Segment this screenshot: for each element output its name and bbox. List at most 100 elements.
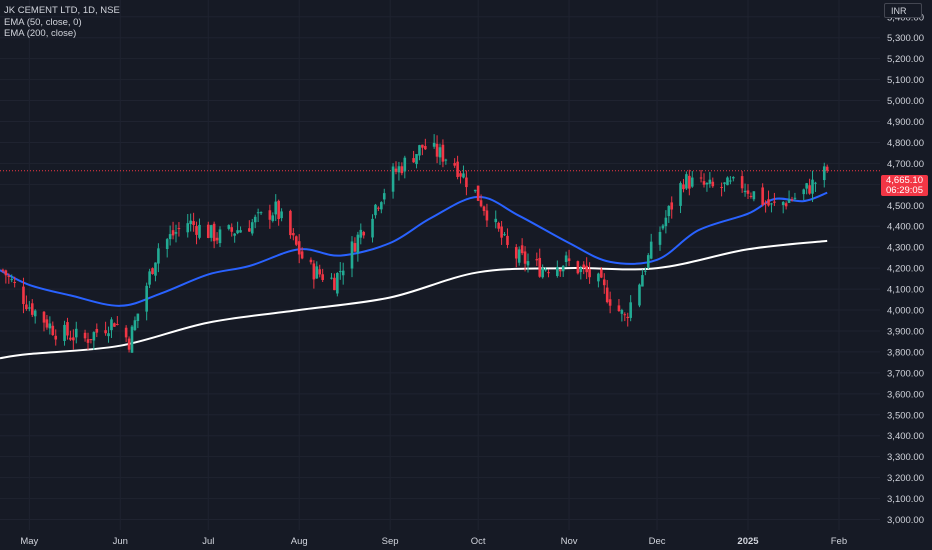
- candle-body: [638, 284, 641, 306]
- candle-body: [341, 270, 345, 276]
- candle-body: [459, 173, 462, 177]
- candle-body: [770, 203, 773, 205]
- candle-body: [165, 239, 169, 249]
- candle-body: [116, 323, 119, 325]
- candle-body: [743, 190, 747, 193]
- candle-body: [359, 229, 363, 238]
- candle-body: [641, 275, 644, 287]
- candle-body: [110, 319, 113, 331]
- price-axis-tick-label: 5,300.00: [887, 33, 924, 44]
- candle-body: [520, 245, 524, 254]
- ema-50-legend-label[interactable]: EMA (50, close, 0): [4, 16, 82, 28]
- candle-body: [825, 166, 829, 171]
- candle-body: [394, 168, 398, 172]
- candle-body: [658, 231, 662, 245]
- candle-body: [215, 237, 219, 241]
- candle-body: [462, 173, 465, 178]
- candle-body: [699, 177, 703, 179]
- candle-body: [230, 227, 234, 232]
- candle-body: [500, 226, 503, 238]
- candle-body: [623, 314, 627, 316]
- candle-body: [465, 177, 468, 188]
- candle-body: [711, 181, 715, 187]
- ema-50-layer: [0, 191, 828, 307]
- candle-body: [453, 163, 456, 166]
- candle-body: [154, 262, 157, 276]
- candle-body: [318, 269, 322, 275]
- candle-body: [186, 223, 190, 233]
- candle-body: [726, 177, 729, 186]
- candle-body: [473, 189, 477, 192]
- candle-body: [438, 147, 442, 158]
- price-axis-tick-label: 4,200.00: [887, 264, 924, 275]
- candle-body: [822, 166, 826, 181]
- candle-body: [506, 235, 509, 245]
- candle-body: [732, 177, 735, 179]
- time-axis[interactable]: May Jun Jul Aug Sep Oct Nov Dec 2025 Feb: [20, 536, 847, 547]
- candle-body: [333, 277, 336, 291]
- candle-body: [86, 339, 90, 343]
- candle-body: [374, 204, 377, 216]
- price-axis-tick-label: 3,500.00: [887, 410, 924, 421]
- candle-body: [811, 179, 814, 194]
- time-axis-tick-label: Sep: [382, 536, 399, 547]
- candle-body: [752, 191, 756, 200]
- candle-body: [218, 229, 222, 244]
- price-axis-tick-label: 4,700.00: [887, 159, 924, 170]
- candle-body: [708, 179, 712, 184]
- candle-body: [28, 307, 31, 309]
- candle-body: [239, 230, 242, 233]
- candle-body: [690, 177, 694, 187]
- candle-body: [661, 225, 665, 229]
- time-axis-tick-label: Jun: [113, 536, 128, 547]
- candle-body: [74, 328, 78, 338]
- candle-body: [497, 222, 500, 229]
- candle-body: [620, 310, 624, 314]
- ema-200-line: [0, 239, 828, 360]
- candle-body: [767, 199, 770, 206]
- candle-body: [761, 187, 764, 205]
- symbol-title[interactable]: JK CEMENT LTD, 1D, NSE: [4, 5, 120, 16]
- candle-body: [54, 335, 58, 340]
- price-axis[interactable]: 5,400.005,300.005,200.005,100.005,000.00…: [887, 12, 924, 526]
- time-axis-tick-label: May: [20, 536, 38, 547]
- candle-body: [538, 257, 542, 277]
- candle-body: [805, 183, 808, 189]
- price-axis-tick-label: 4,400.00: [887, 222, 924, 233]
- candle-body: [514, 247, 518, 259]
- candle-body: [535, 259, 539, 261]
- candle-body: [321, 274, 324, 280]
- candle-body: [790, 199, 794, 201]
- candle-body: [206, 224, 210, 238]
- currency-selector[interactable]: INR: [884, 3, 922, 18]
- candle-body: [350, 241, 354, 269]
- candle-body: [113, 323, 116, 327]
- candle-body: [95, 328, 99, 333]
- candle-body: [371, 218, 374, 238]
- candle-body: [600, 269, 603, 278]
- candle-body: [517, 249, 521, 263]
- candle-body: [670, 202, 674, 210]
- candle-body: [72, 337, 75, 341]
- candle-body: [526, 261, 530, 266]
- candle-body: [585, 265, 588, 273]
- ema-200-legend-label[interactable]: EMA (200, close): [4, 28, 77, 39]
- candle-body: [494, 218, 498, 223]
- candle-body: [773, 201, 776, 203]
- candle-body: [781, 201, 785, 206]
- candle-body: [582, 264, 586, 268]
- candle-body: [403, 157, 407, 172]
- candle-body: [300, 251, 304, 259]
- candle-body: [63, 324, 66, 341]
- candle-body: [705, 183, 709, 185]
- candle-body: [233, 233, 236, 236]
- price-axis-tick-label: 4,500.00: [887, 201, 924, 212]
- candle-body: [444, 159, 448, 161]
- candle-body: [92, 332, 96, 341]
- candle-body: [259, 212, 263, 214]
- candle-body: [729, 180, 732, 182]
- time-axis-tick-label: Oct: [471, 536, 486, 547]
- candle-body: [10, 279, 14, 281]
- candle-body: [541, 268, 544, 278]
